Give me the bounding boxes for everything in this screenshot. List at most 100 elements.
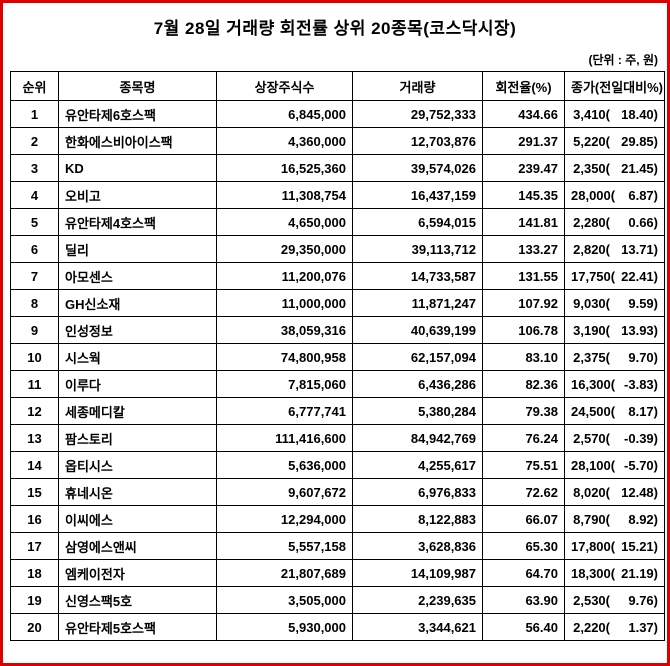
table-row: 2 한화에스비아이스팩 4,360,000 12,703,876 291.37 5,220…: [10, 127, 665, 155]
volume-cell: 3,344,621: [352, 613, 483, 641]
turnover-cell: 291.37: [482, 127, 565, 155]
name-cell: 아모센스: [58, 262, 217, 290]
close-cell: 2,350(21.45): [564, 154, 665, 182]
close-price: 17,750(: [571, 268, 616, 284]
rank-cell: 6: [10, 235, 59, 263]
name-cell: KD: [58, 154, 217, 182]
table-row: 20 유안타제5호스팩 5,930,000 3,344,621 56.40 2,220(1…: [10, 613, 665, 641]
volume-cell: 11,871,247: [352, 289, 483, 317]
name-cell: 삼영에스앤씨: [58, 532, 217, 560]
close-price: 18,300(: [571, 565, 616, 581]
rank-cell: 9: [10, 316, 59, 344]
close-cell: 3,410( 18.40): [564, 100, 665, 128]
shares-cell: 5,557,158: [216, 532, 353, 560]
close-value: 8,020(12.48): [571, 485, 658, 500]
rank-cell: 2: [10, 127, 59, 155]
name-cell: 팜스토리: [58, 424, 217, 452]
close-price: 5,220(: [573, 133, 610, 149]
turnover-cell: 133.27: [482, 235, 565, 263]
close-change-percent: 8.17): [628, 403, 658, 419]
table-row: 11 이루다 7,815,060 6,436,286 82.36 16,300(-3.83…: [10, 370, 665, 398]
close-cell: 2,220(1.37): [564, 613, 665, 641]
turnover-cell: 63.90: [482, 586, 565, 614]
table-row: 19 신영스팩5호 3,505,000 2,239,635 63.90 2,530(9.7…: [10, 586, 665, 614]
close-value: 2,280( 0.66): [571, 215, 658, 230]
close-price: 2,280(: [573, 214, 610, 230]
close-price: 3,410(: [573, 106, 610, 122]
table-row: 14 옵티시스 5,636,000 4,255,617 75.51 28,100(-5.7…: [10, 451, 665, 479]
close-price: 8,790(: [573, 511, 610, 527]
table-row: 13 팜스토리 111,416,600 84,942,769 76.24 2,570(-0…: [10, 424, 665, 452]
close-price: 2,530(: [573, 592, 610, 608]
table-row: 18 엠케이전자 21,807,689 14,109,987 64.70 18,300(2…: [10, 559, 665, 587]
close-change-percent: 15.21): [621, 538, 658, 554]
table-row: 1 유안타제6호스팩 6,845,000 29,752,333 434.66 3,410(…: [10, 100, 665, 128]
turnover-cell: 56.40: [482, 613, 565, 641]
turnover-cell: 82.36: [482, 370, 565, 398]
shares-cell: 38,059,316: [216, 316, 353, 344]
volume-cell: 84,942,769: [352, 424, 483, 452]
close-value: 17,800( 15.21): [571, 539, 658, 554]
close-price: 24,500(: [571, 403, 616, 419]
turnover-cell: 239.47: [482, 154, 565, 182]
volume-cell: 5,380,284: [352, 397, 483, 425]
name-cell: 인성정보: [58, 316, 217, 344]
shares-cell: 6,845,000: [216, 100, 353, 128]
turnover-cell: 75.51: [482, 451, 565, 479]
name-cell: GH신소재: [58, 289, 217, 317]
close-cell: 18,300(21.19): [564, 559, 665, 587]
name-cell: 유안타제4호스팩: [58, 208, 217, 236]
name-cell: 신영스팩5호: [58, 586, 217, 614]
close-cell: 2,375(9.70): [564, 343, 665, 371]
close-value: 2,350(21.45): [571, 161, 658, 176]
name-cell: 유안타제5호스팩: [58, 613, 217, 641]
volume-cell: 29,752,333: [352, 100, 483, 128]
name-cell: 딜리: [58, 235, 217, 263]
close-value: 18,300(21.19): [571, 566, 658, 581]
turnover-cell: 145.35: [482, 181, 565, 209]
close-cell: 9,030(9.59): [564, 289, 665, 317]
volume-cell: 39,574,026: [352, 154, 483, 182]
header-cell: 순위: [10, 71, 59, 101]
rank-cell: 5: [10, 208, 59, 236]
close-value: 28,000(6.87): [571, 188, 658, 203]
close-value: 16,300(-3.83): [571, 377, 658, 392]
close-value: 8,790(8.92): [571, 512, 658, 527]
table-row: 12 세종메디칼 6,777,741 5,380,284 79.38 24,500(8.1…: [10, 397, 665, 425]
rank-cell: 13: [10, 424, 59, 452]
turnover-cell: 83.10: [482, 343, 565, 371]
close-value: 28,100(-5.70): [571, 458, 658, 473]
close-price: 17,800(: [571, 538, 616, 554]
close-change-percent: 21.45): [621, 160, 658, 176]
rank-cell: 3: [10, 154, 59, 182]
rank-cell: 1: [10, 100, 59, 128]
header-cell: 회전율(%): [482, 71, 565, 101]
shares-cell: 11,000,000: [216, 289, 353, 317]
name-cell: 옵티시스: [58, 451, 217, 479]
rank-cell: 17: [10, 532, 59, 560]
volume-cell: 6,436,286: [352, 370, 483, 398]
header-cell: 상장주식수: [216, 71, 353, 101]
turnover-cell: 434.66: [482, 100, 565, 128]
name-cell: 시스웍: [58, 343, 217, 371]
table-row: 10 시스웍 74,800,958 62,157,094 83.10 2,375(9.70…: [10, 343, 665, 371]
close-change-percent: 18.40): [621, 106, 658, 122]
volume-cell: 8,122,883: [352, 505, 483, 533]
close-change-percent: 9.76): [628, 592, 658, 608]
close-change-percent: 0.66): [628, 214, 658, 230]
shares-cell: 12,294,000: [216, 505, 353, 533]
volume-cell: 6,976,833: [352, 478, 483, 506]
rank-cell: 18: [10, 559, 59, 587]
rank-cell: 19: [10, 586, 59, 614]
volume-cell: 16,437,159: [352, 181, 483, 209]
close-cell: 16,300(-3.83): [564, 370, 665, 398]
table-row: 16 이씨에스 12,294,000 8,122,883 66.07 8,790(8.92…: [10, 505, 665, 533]
shares-cell: 5,930,000: [216, 613, 353, 641]
close-value: 2,570(-0.39): [571, 431, 658, 446]
close-cell: 28,100(-5.70): [564, 451, 665, 479]
close-change-percent: 13.71): [621, 241, 658, 257]
close-change-percent: 6.87): [628, 187, 658, 203]
close-change-percent: -5.70): [624, 457, 658, 473]
name-cell: 이루다: [58, 370, 217, 398]
name-cell: 한화에스비아이스팩: [58, 127, 217, 155]
